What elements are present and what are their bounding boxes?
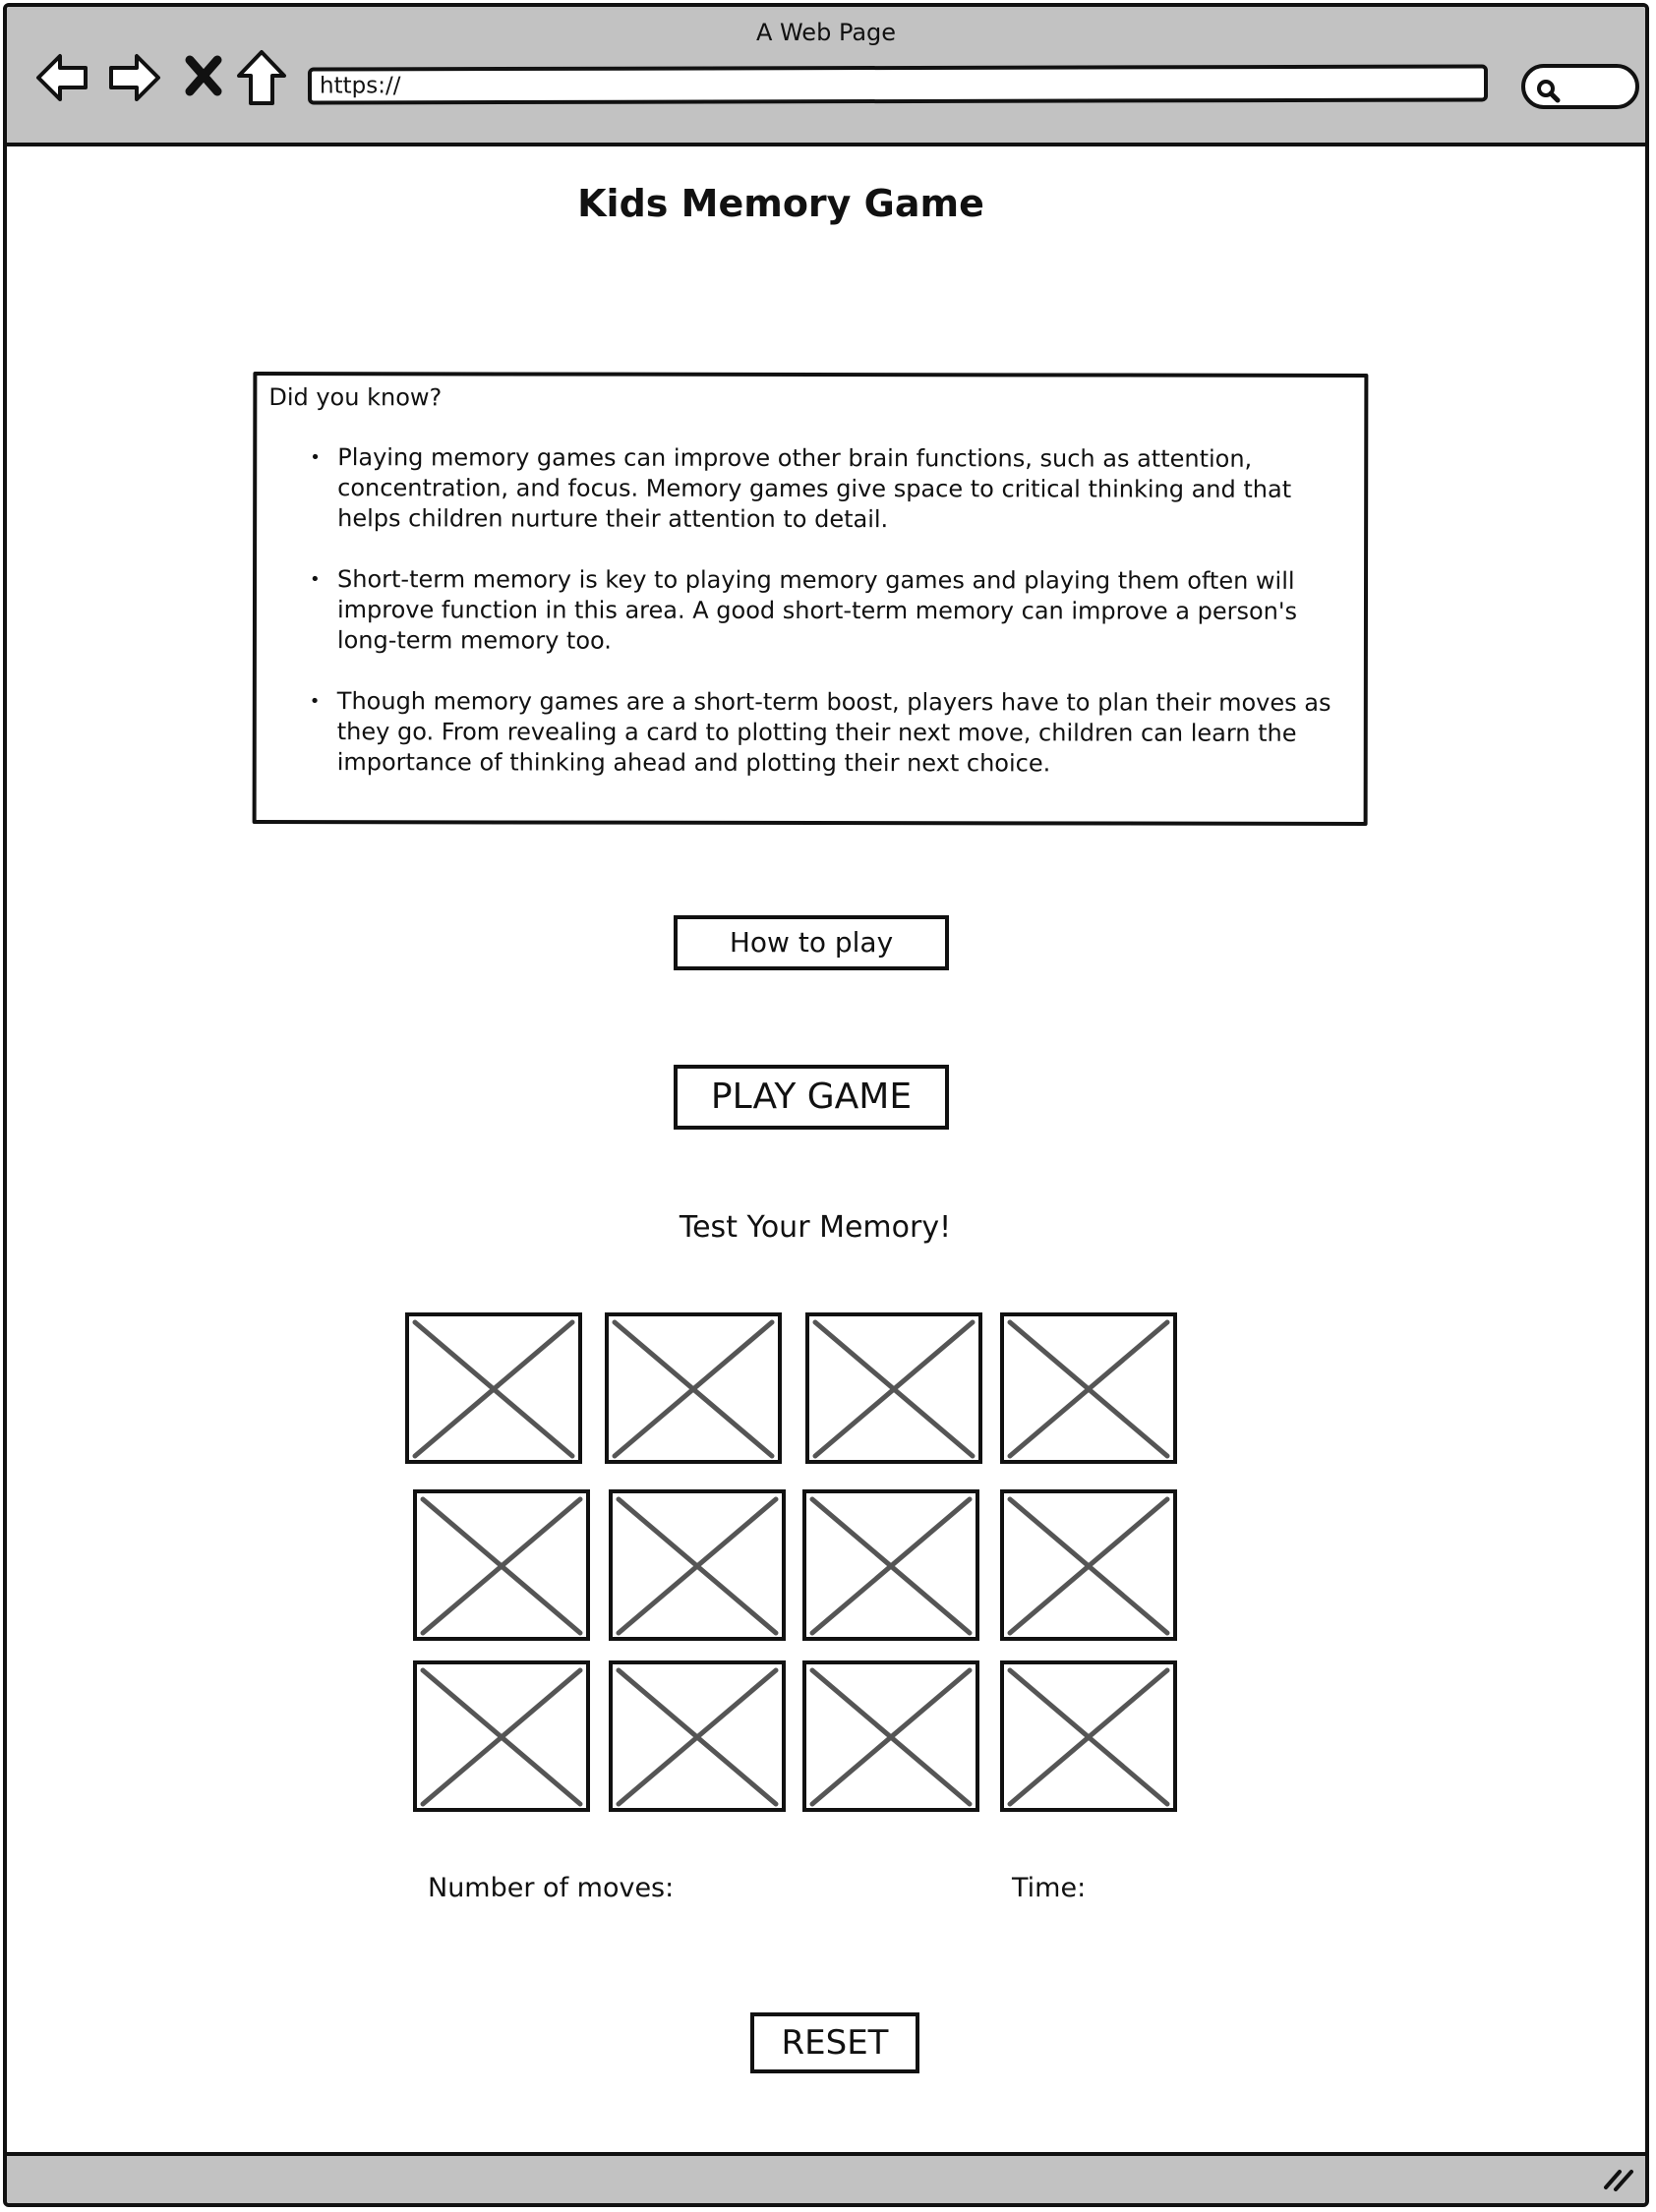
image-placeholder-icon <box>812 1319 976 1459</box>
play-game-button[interactable]: PLAY GAME <box>674 1065 949 1130</box>
bullet-icon: • <box>310 569 321 591</box>
search-field[interactable] <box>1521 64 1639 109</box>
did-you-know-box: Did you know? • Playing memory games can… <box>252 372 1369 826</box>
memory-card[interactable] <box>1000 1312 1177 1464</box>
status-bar <box>7 2152 1645 2203</box>
fact-text: Though memory games are a short-term boo… <box>336 687 1331 778</box>
game-heading: Test Your Memory! <box>679 1210 952 1245</box>
fact-list: • Playing memory games can improve other… <box>310 442 1343 810</box>
browser-window: A Web Page https:// Kids Memory Game Did… <box>3 3 1649 2207</box>
window-title: A Web Page <box>755 19 897 46</box>
close-icon[interactable] <box>184 54 223 101</box>
how-to-play-button[interactable]: How to play <box>674 915 949 970</box>
memory-card[interactable] <box>1000 1489 1177 1641</box>
memory-card[interactable] <box>405 1312 582 1464</box>
list-item: • Though memory games are a short-term b… <box>310 686 1342 780</box>
fact-text: Short-term memory is key to playing memo… <box>336 565 1298 655</box>
image-placeholder-icon <box>612 1319 775 1459</box>
bullet-icon: • <box>310 447 321 469</box>
fact-text: Playing memory games can improve other b… <box>337 443 1292 534</box>
image-placeholder-icon <box>1007 1667 1170 1807</box>
image-placeholder-icon <box>1007 1496 1170 1636</box>
image-placeholder-icon <box>1007 1319 1170 1459</box>
image-placeholder-icon <box>616 1667 779 1807</box>
image-placeholder-icon <box>420 1496 583 1636</box>
image-placeholder-icon <box>420 1667 583 1807</box>
forward-arrow-icon[interactable] <box>107 50 162 109</box>
resize-grip-icon[interactable] <box>1602 2162 1635 2195</box>
browser-toolbar: A Web Page https:// <box>7 7 1645 146</box>
memory-card[interactable] <box>1000 1660 1177 1812</box>
memory-card[interactable] <box>609 1489 786 1641</box>
search-icon <box>1537 80 1561 103</box>
moves-label: Number of moves: <box>428 1873 675 1903</box>
image-placeholder-icon <box>412 1319 575 1459</box>
bullet-icon: • <box>309 691 321 713</box>
did-you-know-heading: Did you know? <box>268 383 443 412</box>
reset-button[interactable]: RESET <box>750 2012 919 2073</box>
list-item: • Short-term memory is key to playing me… <box>310 564 1342 658</box>
back-arrow-icon[interactable] <box>34 50 89 109</box>
image-placeholder-icon <box>616 1496 779 1636</box>
page-title: Kids Memory Game <box>577 182 984 225</box>
home-icon[interactable] <box>235 48 288 113</box>
memory-card[interactable] <box>413 1489 590 1641</box>
memory-card[interactable] <box>802 1489 979 1641</box>
memory-card[interactable] <box>413 1660 590 1812</box>
image-placeholder-icon <box>809 1667 973 1807</box>
memory-card[interactable] <box>609 1660 786 1812</box>
memory-card[interactable] <box>802 1660 979 1812</box>
memory-card[interactable] <box>605 1312 782 1464</box>
image-placeholder-icon <box>809 1496 973 1636</box>
url-bar[interactable]: https:// <box>307 64 1489 105</box>
time-label: Time: <box>1012 1873 1087 1903</box>
list-item: • Playing memory games can improve other… <box>310 442 1342 536</box>
memory-card[interactable] <box>805 1312 982 1464</box>
